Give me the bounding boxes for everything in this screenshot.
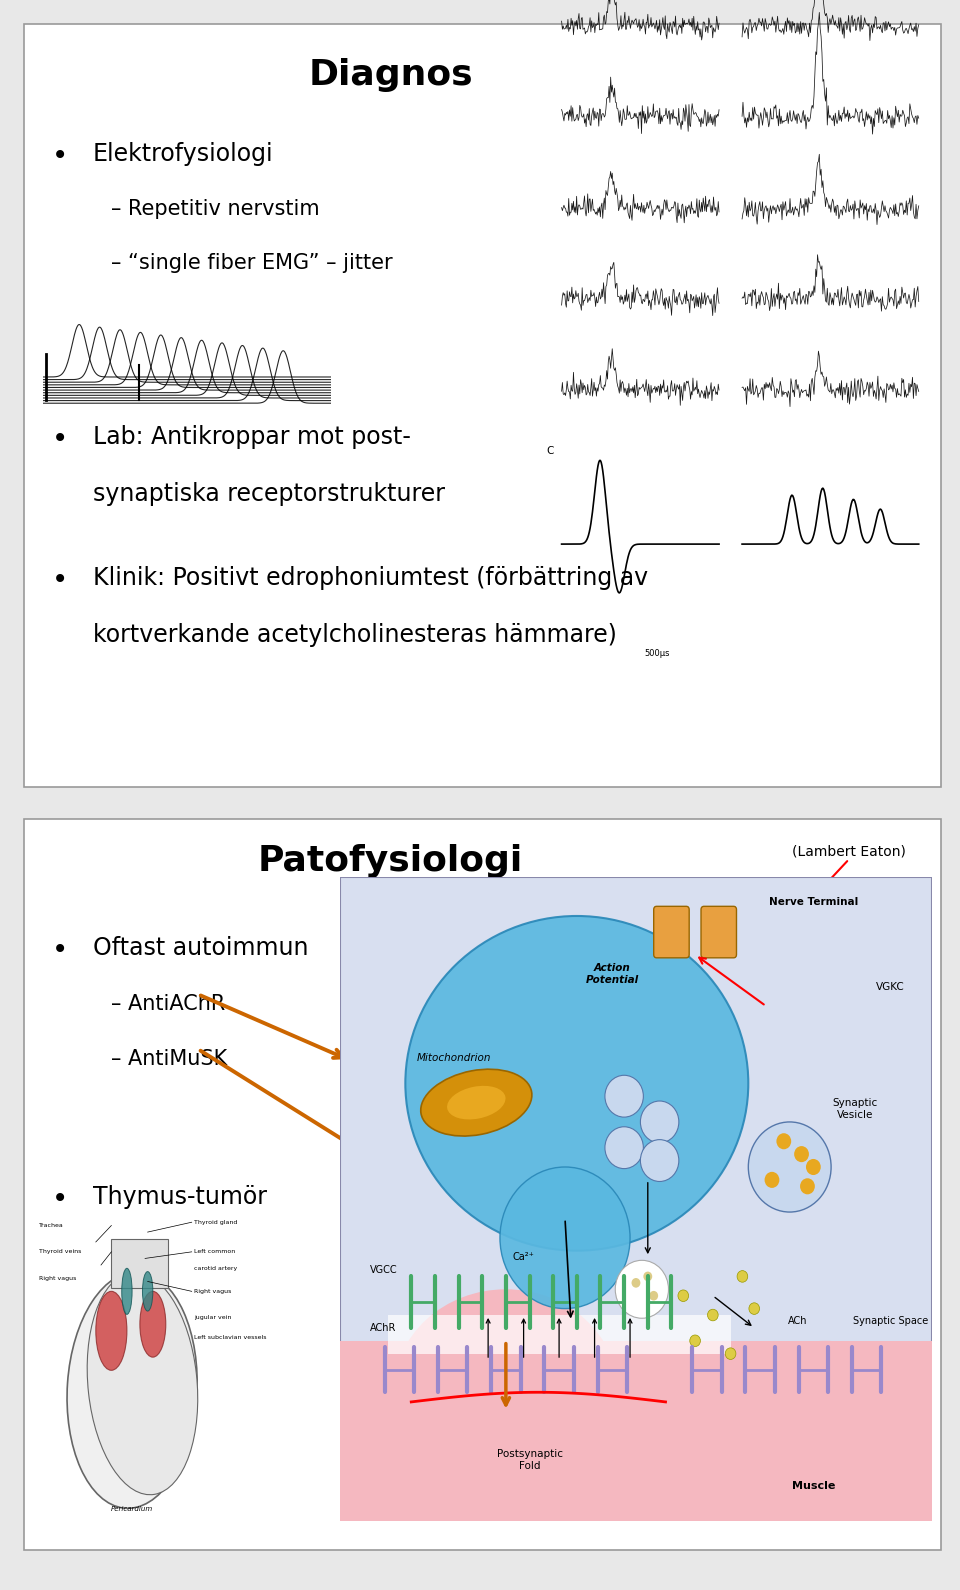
Ellipse shape (737, 1270, 748, 1282)
Text: Left subclavian vessels: Left subclavian vessels (194, 1336, 267, 1340)
Bar (111, 1239, 168, 1288)
Text: Mitochondrion: Mitochondrion (418, 1053, 492, 1062)
Text: Thymus-tumör: Thymus-tumör (93, 1185, 267, 1208)
Text: – Repetitiv nervstim: – Repetitiv nervstim (111, 199, 320, 219)
Bar (340, 1340, 931, 1522)
Text: kortverkande acetylcholinesteras hämmare): kortverkande acetylcholinesteras hämmare… (93, 623, 616, 647)
Ellipse shape (794, 1146, 809, 1162)
Text: carotid artery: carotid artery (194, 1266, 237, 1270)
Text: Right vagus: Right vagus (194, 1289, 231, 1294)
Text: Diagnos: Diagnos (308, 59, 473, 92)
Text: Pericardium: Pericardium (111, 1506, 154, 1512)
Ellipse shape (708, 1309, 718, 1321)
Ellipse shape (749, 1302, 759, 1315)
Ellipse shape (67, 1272, 197, 1509)
Ellipse shape (142, 1272, 153, 1312)
Ellipse shape (725, 1348, 736, 1359)
Ellipse shape (764, 1172, 780, 1188)
Text: Elektrofysiologi: Elektrofysiologi (93, 142, 274, 165)
Text: ACh: ACh (788, 1317, 807, 1326)
Text: – “single fiber EMG” – jitter: – “single fiber EMG” – jitter (111, 253, 393, 273)
Ellipse shape (420, 1068, 532, 1137)
Text: Left common: Left common (194, 1250, 235, 1255)
Text: Muscle: Muscle (792, 1480, 835, 1490)
Text: 500μs: 500μs (645, 649, 670, 658)
Text: – AntiAChR: – AntiAChR (111, 994, 226, 1014)
Text: Synaptic Space: Synaptic Space (852, 1317, 928, 1326)
Text: •: • (52, 142, 68, 170)
Text: Nerve Terminal: Nerve Terminal (769, 897, 858, 906)
Bar (388, 1315, 731, 1353)
Text: Postsynaptic
Fold: Postsynaptic Fold (496, 1448, 563, 1471)
Text: synaptiska receptorstrukturer: synaptiska receptorstrukturer (93, 482, 444, 506)
Ellipse shape (643, 1272, 652, 1282)
Text: •: • (52, 425, 68, 453)
Text: (Lambert Eaton): (Lambert Eaton) (792, 844, 906, 859)
Text: Trachea: Trachea (38, 1223, 63, 1227)
Ellipse shape (748, 1123, 831, 1212)
Ellipse shape (640, 1100, 679, 1143)
Ellipse shape (122, 1269, 132, 1315)
Text: Oftast autoimmun: Oftast autoimmun (93, 937, 308, 960)
Text: C: C (546, 447, 554, 456)
Ellipse shape (447, 1086, 506, 1119)
Ellipse shape (140, 1291, 166, 1358)
Text: VGCC: VGCC (370, 1266, 397, 1275)
Ellipse shape (605, 1127, 643, 1169)
Ellipse shape (800, 1178, 815, 1194)
Ellipse shape (678, 1289, 688, 1302)
Text: Right vagus: Right vagus (38, 1275, 76, 1280)
Text: Ca²⁺: Ca²⁺ (513, 1251, 535, 1262)
Ellipse shape (615, 1261, 668, 1318)
Ellipse shape (632, 1278, 640, 1288)
Ellipse shape (87, 1272, 198, 1495)
Text: •: • (52, 937, 68, 964)
Ellipse shape (405, 916, 748, 1251)
Ellipse shape (806, 1159, 821, 1175)
FancyBboxPatch shape (654, 906, 689, 957)
Ellipse shape (96, 1291, 127, 1371)
Text: Lab: Antikroppar mot post-: Lab: Antikroppar mot post- (93, 425, 411, 448)
Ellipse shape (605, 1075, 643, 1118)
Text: Thyroid gland: Thyroid gland (194, 1220, 238, 1224)
Ellipse shape (777, 1134, 791, 1150)
Ellipse shape (690, 1336, 701, 1347)
Text: •: • (52, 566, 68, 593)
FancyBboxPatch shape (701, 906, 736, 957)
Ellipse shape (736, 1340, 914, 1495)
Text: Patofysiologi: Patofysiologi (258, 844, 523, 878)
Text: Thyroid veins: Thyroid veins (38, 1250, 82, 1255)
Text: VGKC: VGKC (876, 981, 904, 992)
Text: jugular vein: jugular vein (194, 1315, 231, 1320)
Ellipse shape (649, 1291, 659, 1301)
Text: Synaptic
Vesicle: Synaptic Vesicle (832, 1099, 877, 1119)
Text: Action
Potential: Action Potential (586, 964, 638, 984)
Ellipse shape (640, 1140, 679, 1181)
Text: •: • (52, 1185, 68, 1213)
Text: – AntiMuSK: – AntiMuSK (111, 1049, 228, 1068)
Ellipse shape (394, 1289, 618, 1495)
Text: AChR: AChR (370, 1323, 396, 1332)
Text: Klinik: Positivt edrophoniumtest (förbättring av: Klinik: Positivt edrophoniumtest (förbät… (93, 566, 648, 590)
Ellipse shape (500, 1167, 630, 1309)
